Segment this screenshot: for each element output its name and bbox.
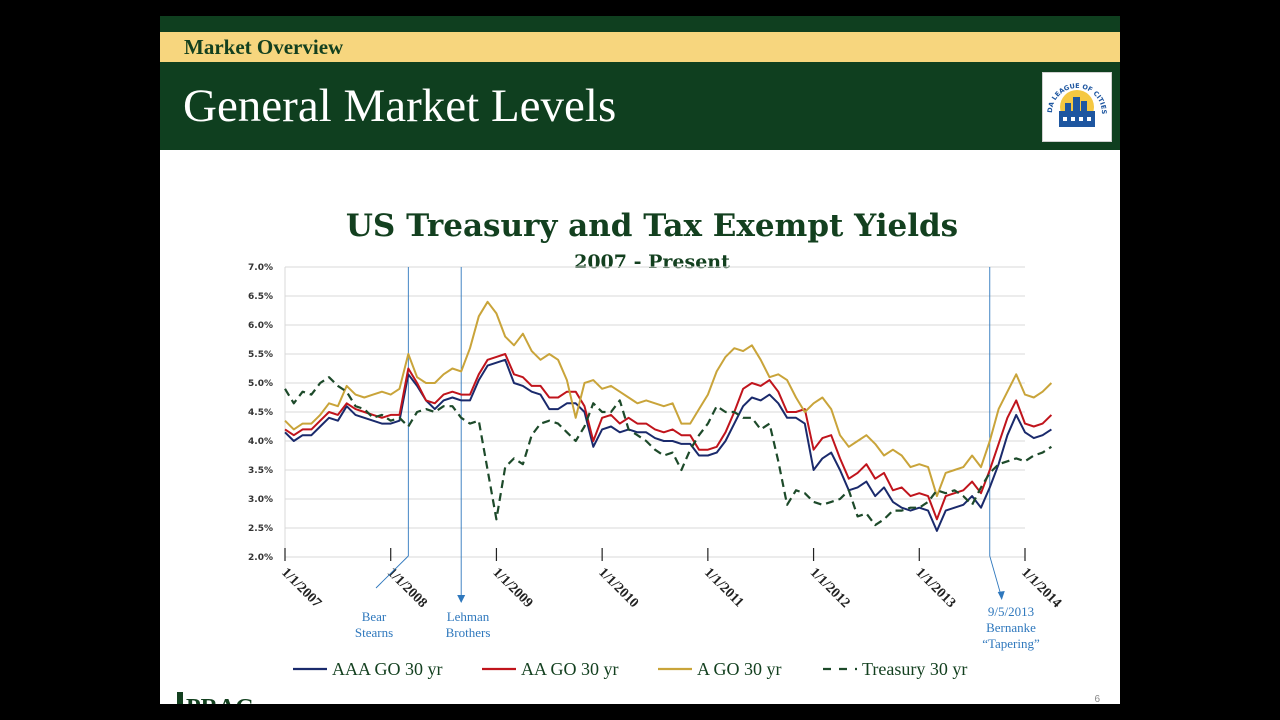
y-tick-label: 4.0% bbox=[248, 437, 273, 447]
annotation-label: Stearns bbox=[355, 625, 393, 640]
x-tick-label: 1/1/2013 bbox=[912, 565, 958, 611]
annotation-label: Bear bbox=[362, 609, 387, 624]
section-label: Market Overview bbox=[160, 32, 1120, 62]
annotation-label: Brothers bbox=[446, 625, 491, 640]
page-title: General Market Levels bbox=[183, 80, 617, 132]
legend-label: AA GO 30 yr bbox=[521, 659, 619, 679]
annotation-arrow bbox=[997, 591, 1005, 600]
chart-subtitle: 2007 - Present bbox=[574, 251, 730, 273]
y-tick-label: 6.5% bbox=[248, 292, 273, 302]
y-tick-label: 4.5% bbox=[248, 408, 273, 418]
annotation-leader bbox=[375, 555, 409, 589]
grid bbox=[285, 266, 1025, 558]
y-tick-label: 2.0% bbox=[248, 553, 273, 563]
y-tick-label: 5.0% bbox=[248, 379, 273, 389]
title-bar: General Market Levels FLORIDA LEAGUE OF … bbox=[160, 62, 1120, 150]
brand-logo: PRAG bbox=[177, 692, 254, 704]
legend-item: Treasury 30 yr bbox=[823, 659, 967, 679]
y-axis: 7.0% 6.5% 6.0% 5.5% 5.0% 4.5% 4.0% 3.5% 3.0% 2.5%… bbox=[248, 263, 286, 563]
legend-item: AA GO 30 yr bbox=[482, 659, 619, 679]
chart-title: US Treasury and Tax Exempt Yields bbox=[346, 208, 958, 244]
x-tick-label: 1/1/2012 bbox=[807, 565, 853, 611]
legend-label: Treasury 30 yr bbox=[862, 659, 967, 679]
annotation-label: Bernanke bbox=[986, 620, 1036, 635]
series bbox=[284, 300, 1053, 532]
yield-chart: US Treasury and Tax Exempt Yields 2007 -… bbox=[177, 208, 1100, 704]
series-line bbox=[284, 358, 1052, 532]
legend-label: AAA GO 30 yr bbox=[332, 659, 443, 679]
y-tick-label: 5.5% bbox=[248, 350, 273, 360]
legend: AAA GO 30 yr AA GO 30 yr A GO 30 yr Treasur… bbox=[293, 659, 967, 679]
annotation-label: “Tapering” bbox=[982, 636, 1040, 651]
slide: Market Overview General Market Levels FL… bbox=[160, 16, 1120, 704]
page-number: 6 bbox=[1094, 694, 1100, 704]
legend-item: AAA GO 30 yr bbox=[293, 659, 443, 679]
x-tick-label: 1/1/2009 bbox=[490, 565, 536, 611]
annotation-arrow bbox=[457, 595, 466, 603]
x-tick-label: 1/1/2008 bbox=[384, 565, 430, 611]
brand-text: PRAG bbox=[186, 695, 254, 704]
annotation-label: 9/5/2013 bbox=[988, 604, 1034, 619]
annotation-label: Lehman bbox=[447, 609, 490, 624]
legend-item: A GO 30 yr bbox=[658, 659, 782, 679]
series-line bbox=[284, 376, 1053, 527]
series-line bbox=[284, 353, 1053, 521]
y-tick-label: 6.0% bbox=[248, 321, 273, 331]
y-tick-label: 2.5% bbox=[248, 524, 273, 534]
y-tick-label: 3.0% bbox=[248, 495, 273, 505]
y-tick-label: 7.0% bbox=[248, 263, 273, 273]
annotation-leader bbox=[989, 555, 1003, 599]
series-line bbox=[284, 300, 1053, 498]
florida-league-of-cities-logo-icon: FLORIDA LEAGUE OF CITIES, INC. bbox=[1040, 67, 1112, 142]
top-band bbox=[160, 16, 1120, 32]
y-tick-label: 3.5% bbox=[248, 466, 273, 476]
x-tick-label: 1/1/2007 bbox=[278, 565, 324, 611]
x-tick-label: 1/1/2010 bbox=[595, 565, 641, 611]
legend-label: A GO 30 yr bbox=[697, 659, 782, 679]
x-tick-label: 1/1/2011 bbox=[701, 565, 746, 610]
